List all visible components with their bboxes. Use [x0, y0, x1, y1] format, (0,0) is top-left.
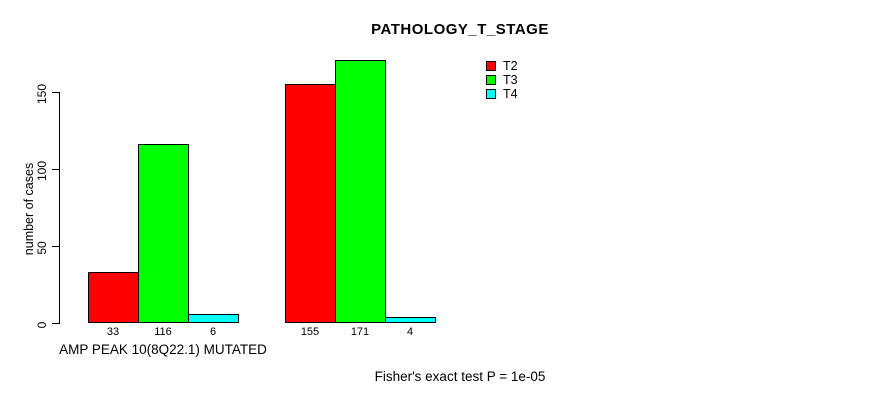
y-axis-line [59, 92, 60, 324]
legend-swatch-icon [486, 75, 496, 85]
legend-label: T3 [503, 73, 518, 87]
bar-t3-group1 [138, 144, 189, 323]
x-category-label: AMP PEAK 10(8Q22.1) MUTATED [59, 342, 267, 357]
legend-swatch-icon [486, 61, 496, 71]
bar-value-label: 171 [350, 326, 370, 338]
bar-value-label: 155 [300, 326, 320, 338]
y-tick-mark [52, 246, 59, 247]
bar-value-label: 4 [406, 326, 414, 338]
chart-title: PATHOLOGY_T_STAGE [371, 21, 549, 38]
y-tick-mark [52, 323, 59, 324]
legend-swatch-icon [486, 89, 496, 99]
y-tick-label-text: 150 [35, 83, 49, 105]
y-tick-mark [52, 169, 59, 170]
legend-item-t4: T4 [486, 87, 518, 101]
legend-item-t3: T3 [486, 73, 518, 87]
y-tick-mark [52, 92, 59, 93]
y-tick-label-text: 0 [35, 321, 49, 329]
bar-t2-group1 [88, 272, 139, 323]
bar-t3-group2 [335, 60, 386, 323]
bar-value-label: 6 [209, 326, 217, 338]
bar-t4-group2 [385, 317, 436, 323]
bar-t2-group2 [285, 84, 336, 323]
stat-annotation: Fisher's exact test P = 1e-05 [374, 369, 546, 384]
y-tick-label-text: 100 [35, 160, 49, 182]
legend-label: T2 [503, 59, 518, 73]
y-tick-label-text: 50 [35, 241, 49, 255]
bar-value-label: 33 [106, 326, 120, 338]
bar-value-label: 116 [154, 326, 172, 338]
bar-t4-group1 [188, 314, 239, 323]
legend: T2 T3 T4 [486, 59, 518, 101]
y-axis-title-text: number of cases [22, 162, 36, 256]
legend-item-t2: T2 [486, 59, 518, 73]
legend-label: T4 [503, 87, 518, 101]
